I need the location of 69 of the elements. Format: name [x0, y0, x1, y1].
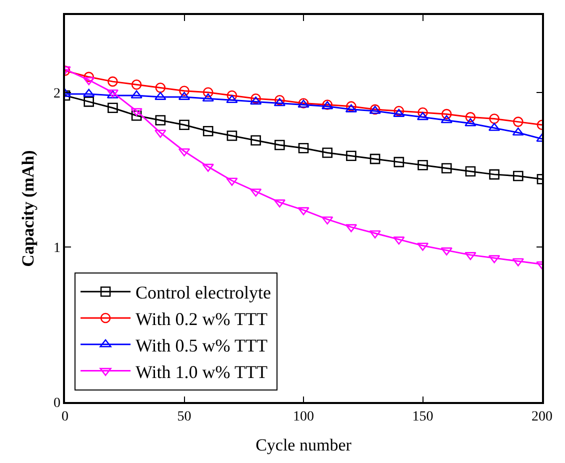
point: [202, 93, 214, 102]
point: [489, 169, 500, 180]
point: [202, 164, 214, 172]
point: [250, 93, 261, 104]
x-tick-label: 200: [532, 410, 552, 425]
point: [441, 163, 452, 174]
legend-label: With 1.0 w% TTT: [136, 362, 268, 382]
point: [394, 106, 404, 116]
point: [226, 94, 238, 104]
point: [84, 72, 94, 82]
point: [274, 94, 285, 106]
y-tick-label: 1: [53, 241, 60, 256]
point: [394, 156, 404, 168]
point: [370, 154, 380, 164]
point: [202, 87, 214, 98]
point: [513, 116, 524, 127]
point: [464, 118, 476, 126]
point: [154, 92, 166, 100]
point: [464, 252, 476, 260]
point: [513, 170, 524, 182]
point: [298, 207, 310, 216]
point: [441, 108, 452, 120]
x-tick-label: 50: [177, 410, 192, 425]
point: [298, 142, 309, 154]
point: [179, 86, 190, 96]
point: [179, 120, 190, 130]
point: [369, 230, 381, 238]
point: [250, 135, 261, 146]
point: [154, 130, 166, 138]
point: [226, 130, 238, 141]
point: [465, 166, 476, 176]
x-tick-label: 150: [412, 410, 434, 425]
point: [274, 199, 286, 208]
point: [440, 247, 452, 256]
point: [155, 115, 166, 126]
point: [131, 80, 142, 90]
point: [322, 216, 334, 224]
point: [155, 82, 166, 93]
point: [226, 178, 238, 186]
point: [108, 102, 118, 114]
point: [108, 76, 118, 87]
point: [274, 140, 285, 150]
y-tick-label: 2: [53, 86, 60, 102]
point: [393, 236, 405, 245]
point: [418, 107, 428, 118]
x-axis-title: Cycle number: [256, 435, 352, 454]
legend-label: With 0.2 w% TTT: [136, 309, 268, 330]
point: [465, 112, 476, 122]
point: [83, 88, 95, 97]
point: [130, 90, 142, 98]
point: [274, 98, 286, 106]
y-axis-title: Capacity (mAh): [18, 150, 38, 267]
point: [393, 108, 405, 117]
point: [226, 90, 238, 101]
point: [512, 258, 524, 266]
point: [202, 126, 214, 136]
x-tick-label: 100: [293, 410, 314, 425]
point: [440, 115, 452, 124]
point: [512, 128, 524, 136]
y-tick-label: 0: [53, 396, 60, 411]
point: [418, 160, 428, 170]
point: [489, 114, 500, 124]
legend-label: Control electrolyte: [136, 282, 272, 303]
point: [346, 150, 356, 162]
point: [84, 96, 94, 107]
point: [131, 110, 142, 121]
legend-label: With 0.5 w% TTT: [136, 335, 268, 356]
point: [322, 148, 332, 158]
point: [346, 101, 356, 112]
